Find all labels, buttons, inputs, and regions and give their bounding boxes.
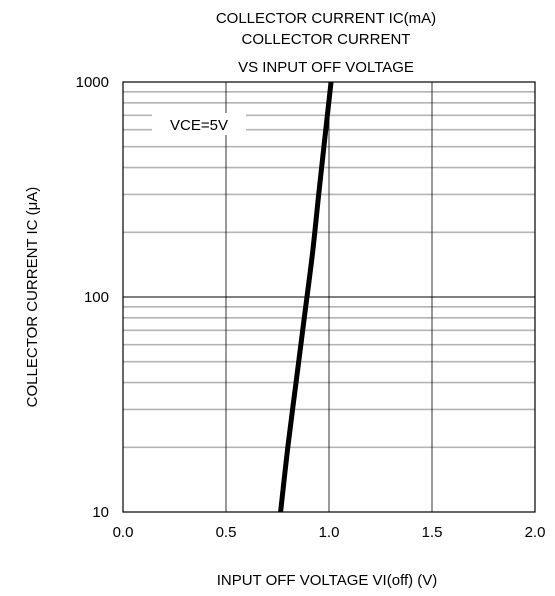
series-line-0 [278, 81, 334, 513]
x-tick-label: 2.0 [525, 524, 546, 541]
y-tick-label: 100 [84, 289, 109, 306]
annotation-background [152, 113, 246, 135]
grid [122, 81, 536, 513]
chart-title-line-1: COLLECTOR CURRENT IC(mA) [216, 10, 436, 27]
chart-title-line-2: COLLECTOR CURRENT [242, 31, 411, 48]
y-axis-label: COLLECTOR CURRENT IC (μA) [24, 187, 41, 408]
series-layer [278, 81, 334, 513]
annotation-vce: VCE=5V [170, 117, 228, 134]
x-tick-label: 0.5 [216, 524, 237, 541]
x-tick-label: 1.0 [319, 524, 340, 541]
x-tick-labels: 0.0 0.5 1.0 1.5 2.0 [113, 524, 546, 541]
chart-title-line-3: VS INPUT OFF VOLTAGE [238, 59, 414, 76]
y-tick-label: 10 [92, 504, 109, 521]
x-axis-label: INPUT OFF VOLTAGE VI(off) (V) [217, 572, 438, 589]
x-tick-label: 0.0 [113, 524, 134, 541]
x-tick-label: 1.5 [422, 524, 443, 541]
y-tick-label: 1000 [76, 74, 109, 91]
y-tick-labels: 10 100 1000 [76, 74, 109, 521]
